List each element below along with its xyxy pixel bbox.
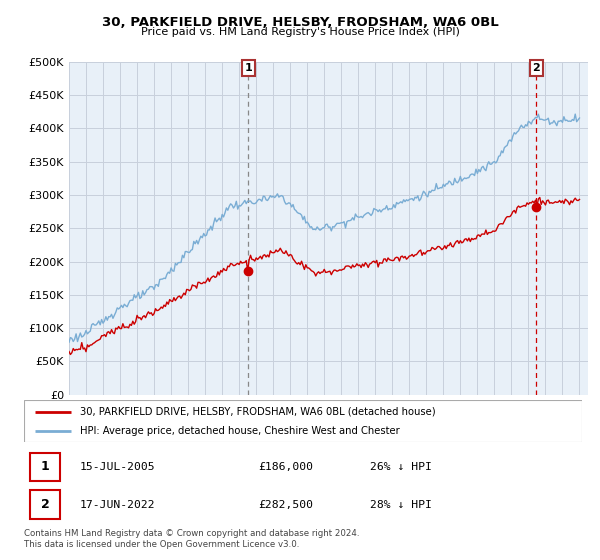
Text: 15-JUL-2005: 15-JUL-2005 bbox=[80, 462, 155, 472]
Text: 30, PARKFIELD DRIVE, HELSBY, FRODSHAM, WA6 0BL: 30, PARKFIELD DRIVE, HELSBY, FRODSHAM, W… bbox=[101, 16, 499, 29]
Text: 17-JUN-2022: 17-JUN-2022 bbox=[80, 500, 155, 510]
Text: 2: 2 bbox=[532, 63, 540, 73]
Text: £186,000: £186,000 bbox=[259, 462, 313, 472]
Text: Contains HM Land Registry data © Crown copyright and database right 2024.
This d: Contains HM Land Registry data © Crown c… bbox=[24, 529, 359, 549]
Text: 28% ↓ HPI: 28% ↓ HPI bbox=[370, 500, 432, 510]
Text: 30, PARKFIELD DRIVE, HELSBY, FRODSHAM, WA6 0BL (detached house): 30, PARKFIELD DRIVE, HELSBY, FRODSHAM, W… bbox=[80, 407, 436, 417]
Text: 26% ↓ HPI: 26% ↓ HPI bbox=[370, 462, 432, 472]
Bar bbox=[29, 452, 60, 481]
Text: Price paid vs. HM Land Registry's House Price Index (HPI): Price paid vs. HM Land Registry's House … bbox=[140, 27, 460, 37]
Text: HPI: Average price, detached house, Cheshire West and Chester: HPI: Average price, detached house, Ches… bbox=[80, 426, 400, 436]
Text: £282,500: £282,500 bbox=[259, 500, 313, 510]
Text: 1: 1 bbox=[244, 63, 252, 73]
Bar bbox=[29, 491, 60, 519]
Text: 1: 1 bbox=[41, 460, 49, 473]
Text: 2: 2 bbox=[41, 498, 49, 511]
